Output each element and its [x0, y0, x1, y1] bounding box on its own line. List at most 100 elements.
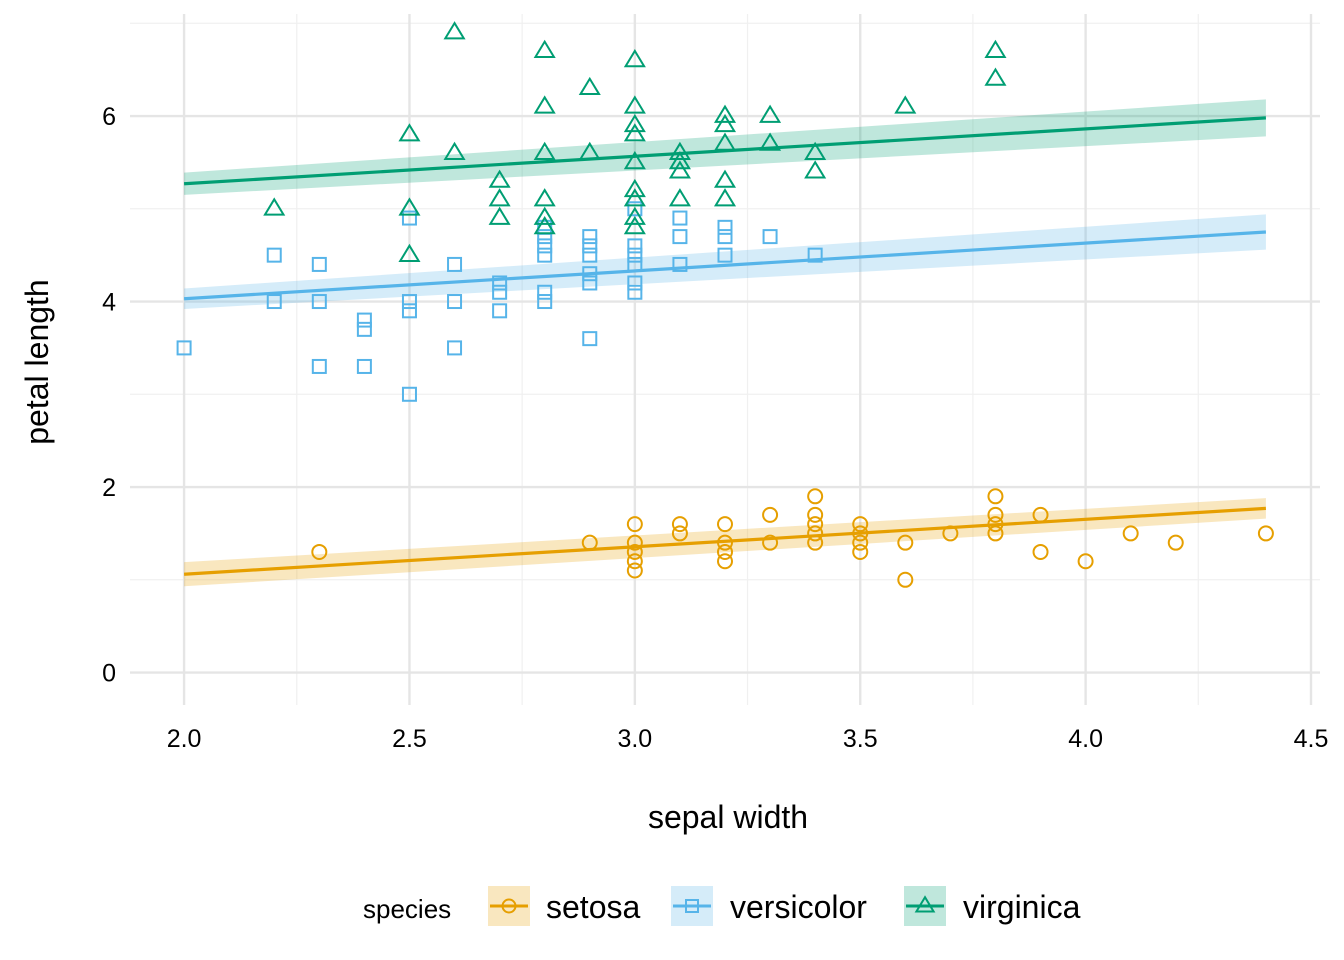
versicolor-point	[447, 256, 463, 272]
fit-lines	[183, 116, 1267, 576]
setosa-point	[852, 516, 869, 533]
virginica-point	[668, 188, 691, 207]
versicolor-point	[401, 294, 417, 310]
setosa-point	[671, 525, 688, 542]
virginica-point	[668, 141, 691, 160]
versicolor-fit-line	[183, 230, 1267, 301]
virginica-point	[623, 95, 646, 114]
y-axis-ticks: 0 2 4 6	[102, 103, 116, 688]
setosa-point	[626, 516, 643, 533]
virginica-point	[623, 151, 646, 170]
legend-label-versicolor: versicolor	[730, 889, 867, 925]
virginica-point	[713, 169, 737, 188]
setosa-point	[626, 543, 643, 560]
setosa-fit-line	[183, 506, 1267, 576]
versicolor-point	[627, 275, 643, 291]
legend-key-marker-setosa	[501, 898, 517, 914]
x-axis-title: sepal width	[648, 799, 808, 835]
setosa-point	[626, 534, 643, 551]
versicolor-point	[717, 247, 733, 263]
setosa-point	[671, 516, 688, 533]
setosa-point	[626, 562, 643, 579]
versicolor-point	[582, 229, 598, 245]
virginica-point	[443, 141, 466, 160]
virginica-point	[668, 151, 691, 170]
virginica-point	[488, 169, 511, 188]
versicolor-point	[537, 294, 553, 310]
versicolor-point	[492, 284, 508, 300]
versicolor-point	[672, 229, 688, 245]
versicolor-point	[447, 294, 463, 310]
versicolor-point	[311, 294, 327, 310]
versicolor-point	[717, 229, 733, 245]
x-tick-label: 3.5	[843, 725, 878, 753]
versicolor-point	[627, 238, 643, 254]
virginica-point	[713, 113, 737, 133]
setosa-point	[897, 534, 914, 551]
setosa-point	[852, 543, 869, 560]
setosa-point	[311, 543, 328, 560]
setosa-point	[717, 543, 733, 560]
setosa-point	[852, 534, 869, 551]
x-axis-ticks: 2.0 2.5 3.0 3.5 4.0 4.5	[167, 725, 1329, 753]
versicolor-point	[582, 247, 598, 263]
versicolor-point	[582, 238, 598, 254]
virginica-point	[443, 21, 466, 40]
virginica-point	[984, 67, 1007, 86]
virginica-point	[488, 206, 511, 225]
setosa-point	[807, 488, 824, 505]
versicolor-point	[266, 294, 282, 310]
virginica-point	[623, 48, 646, 68]
y-tick-label: 2	[102, 474, 116, 502]
virginica-point	[713, 188, 737, 207]
x-tick-label: 3.0	[617, 725, 652, 753]
versicolor-point	[582, 331, 598, 347]
virginica-point	[623, 188, 646, 207]
setosa-point	[717, 516, 733, 533]
versicolor-point	[401, 303, 417, 319]
virginica-point	[533, 188, 556, 207]
versicolor-point	[311, 256, 327, 272]
versicolor-point	[762, 229, 778, 245]
virginica-point	[533, 95, 556, 114]
virginica-point	[623, 215, 646, 235]
y-tick-label: 4	[102, 289, 116, 317]
virginica-point	[984, 39, 1007, 58]
virginica-point	[804, 160, 827, 179]
versicolor-point	[672, 256, 688, 272]
legend-label-virginica: virginica	[963, 889, 1081, 925]
versicolor-point	[447, 340, 463, 356]
setosa-point	[1032, 543, 1049, 560]
grid-major	[130, 14, 1320, 705]
setosa-point	[1077, 553, 1094, 570]
virginica-point	[623, 206, 646, 225]
setosa-point	[1122, 525, 1139, 542]
setosa-point	[762, 534, 779, 551]
versicolor-point	[807, 247, 823, 263]
versicolor-point	[401, 386, 417, 402]
data-points	[176, 21, 1274, 588]
virginica-point	[533, 215, 556, 235]
versicolor-point	[537, 238, 553, 254]
versicolor-point	[356, 312, 372, 328]
virginica-point	[804, 141, 827, 160]
versicolor-point	[492, 303, 508, 319]
setosa-point	[1257, 525, 1274, 542]
setosa-point	[1167, 534, 1184, 551]
versicolor-point	[537, 229, 553, 245]
setosa-point	[807, 525, 824, 542]
grid-minor	[130, 14, 1320, 705]
virginica-point	[623, 178, 646, 198]
legend-key-marker-versicolor	[685, 899, 699, 913]
versicolor-point	[492, 275, 508, 291]
setosa-point	[897, 571, 914, 588]
virginica-point	[488, 188, 511, 207]
setosa-point	[626, 553, 643, 570]
virginica-point	[623, 123, 646, 142]
setosa-point	[807, 506, 824, 523]
y-tick-label: 6	[102, 103, 116, 131]
virginica-fit-line	[183, 116, 1267, 186]
virginica-point	[623, 113, 646, 133]
y-tick-label: 0	[102, 660, 116, 688]
versicolor-point	[627, 201, 643, 217]
